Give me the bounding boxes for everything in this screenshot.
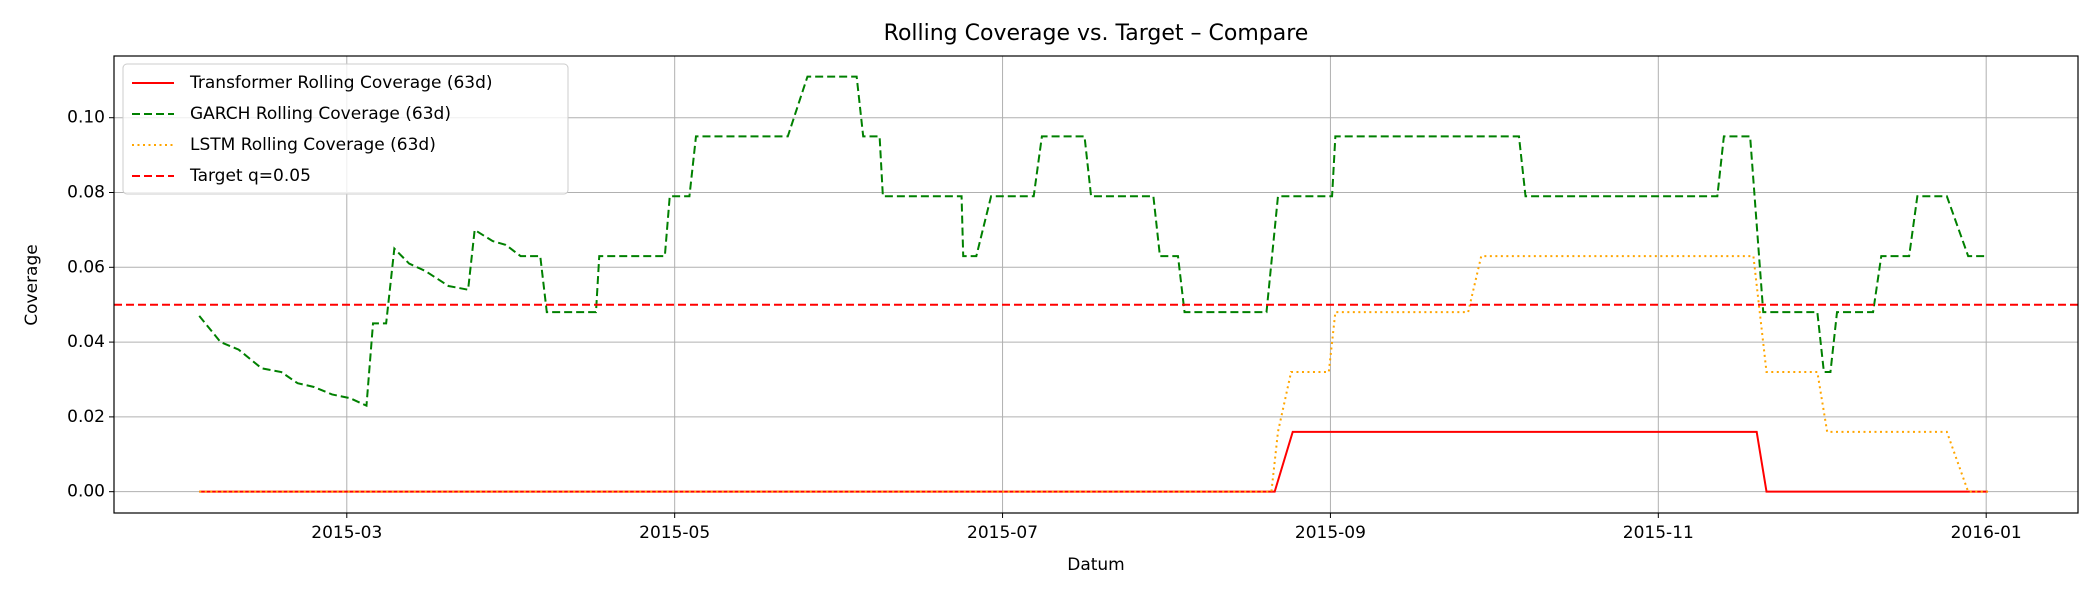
- x-tick-label: 2015-03: [311, 523, 382, 543]
- chart-title: Rolling Coverage vs. Target – Compare: [884, 21, 1309, 46]
- legend-box: [122, 63, 569, 195]
- legend-label: Target q=0.05: [189, 166, 311, 186]
- x-tick-label: 2015-11: [1623, 523, 1694, 543]
- legend-label: GARCH Rolling Coverage (63d): [190, 104, 451, 124]
- x-axis-label: Datum: [1067, 555, 1125, 575]
- x-tick-label: 2015-09: [1295, 523, 1366, 543]
- y-tick-label: 0.02: [67, 407, 105, 427]
- y-tick-label: 0.10: [67, 108, 105, 128]
- plot-frame: [113, 55, 2079, 514]
- x-tick-label: 2015-05: [639, 523, 710, 543]
- legend: Transformer Rolling Coverage (63d) GARCH …: [122, 63, 569, 195]
- y-tick-label: 0.00: [67, 482, 105, 502]
- series-line: [198, 75, 1988, 408]
- series-line: [199, 430, 1988, 493]
- y-tick-label: 0.06: [67, 257, 105, 277]
- legend-label: Transformer Rolling Coverage (63d): [189, 73, 493, 93]
- x-tick-label: 2016-01: [1951, 523, 2022, 543]
- legend-label: LSTM Rolling Coverage (63d): [190, 135, 436, 155]
- x-tick-label: 2015-07: [967, 523, 1038, 543]
- y-tick-label: 0.08: [67, 183, 105, 203]
- y-tick-label: 0.04: [67, 332, 105, 352]
- y-axis-label: Coverage: [22, 244, 42, 325]
